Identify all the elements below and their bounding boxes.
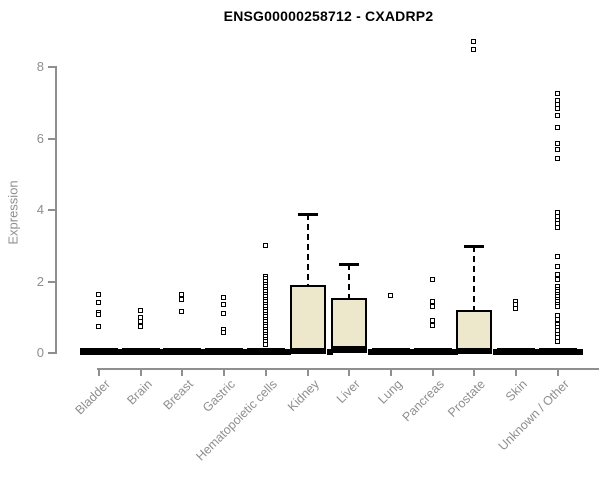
outlier-point [221, 302, 227, 308]
outlier-point [179, 309, 185, 315]
zero-cluster-marker [535, 349, 542, 355]
outlier-point [221, 329, 227, 335]
outlier-point [471, 39, 477, 45]
zero-bar [163, 348, 202, 355]
zero-cluster-marker [284, 349, 291, 355]
outlier-point [429, 318, 435, 324]
y-tick-label: 4 [36, 202, 44, 217]
zero-cluster-marker [576, 349, 583, 355]
outlier-point [96, 300, 101, 306]
outlier-point [554, 91, 560, 97]
median-line [331, 346, 368, 353]
x-tick [139, 368, 142, 376]
whisker-cap [464, 244, 485, 248]
outlier-point [96, 311, 101, 317]
zero-bar [80, 348, 118, 355]
outlier-point [96, 323, 101, 329]
zero-cluster-marker [493, 349, 500, 355]
x-tick [98, 368, 100, 376]
outlier-point [554, 339, 560, 345]
box [289, 285, 326, 353]
whisker [306, 213, 309, 286]
outlier-point [471, 46, 477, 52]
outlier-point [554, 225, 560, 231]
zero-cluster-marker [243, 349, 250, 355]
whisker-cap [297, 212, 318, 216]
outlier-point [554, 155, 560, 161]
y-tick-label: 6 [36, 130, 44, 146]
outlier-point [554, 112, 560, 118]
zero-cluster-marker [201, 349, 208, 355]
x-tick [556, 368, 559, 376]
zero-bar [205, 348, 244, 355]
zero-bar [497, 348, 536, 355]
outlier-point [179, 291, 185, 297]
whisker [473, 245, 476, 311]
zero-cluster-marker [326, 349, 333, 355]
outlier-point [137, 319, 143, 325]
whisker [348, 263, 351, 298]
median-line [289, 348, 326, 355]
outlier-point [221, 295, 227, 301]
x-axis-line [97, 368, 599, 370]
x-tick [473, 368, 476, 376]
y-tick [48, 209, 56, 211]
zero-cluster-marker [118, 349, 124, 355]
outlier-point [554, 263, 560, 269]
x-tick [348, 368, 351, 376]
x-tick [306, 368, 309, 376]
outlier-point [221, 311, 227, 317]
outlier-point [262, 341, 268, 347]
outlier-point [554, 125, 560, 131]
outlier-point [262, 243, 268, 249]
x-tick [223, 368, 226, 376]
outlier-point [554, 304, 560, 310]
y-tick [48, 280, 56, 283]
median-line [456, 348, 493, 355]
outlier-point [429, 277, 435, 283]
zero-bar [372, 348, 411, 355]
outlier-point [96, 291, 101, 297]
zero-bar [121, 348, 160, 355]
outlier-point [554, 277, 560, 283]
zero-cluster-marker [410, 349, 417, 355]
outlier-point [137, 307, 143, 313]
y-tick-label: 0 [36, 345, 44, 360]
outlier-point [137, 323, 143, 329]
y-tick-label: 8 [36, 59, 44, 74]
y-tick-label: 2 [36, 273, 44, 289]
chart-title: ENSG00000258712 - CXADRP2 [223, 8, 434, 24]
zero-cluster-marker [159, 349, 166, 355]
x-tick [431, 368, 434, 376]
y-axis-line [55, 66, 57, 354]
box [331, 297, 368, 353]
outlier-point [554, 316, 560, 322]
y-tick [48, 352, 56, 354]
outlier-point [554, 146, 560, 152]
zero-bar [538, 348, 577, 355]
outlier-point [554, 271, 560, 277]
zero-cluster-marker [368, 349, 375, 355]
outlier-point [429, 323, 435, 329]
box [456, 310, 493, 353]
x-tick [390, 368, 393, 376]
y-tick [48, 137, 56, 140]
zero-bar [246, 348, 285, 355]
outlier-point [179, 296, 185, 302]
outlier-point [513, 305, 519, 311]
x-tick [181, 368, 184, 376]
outlier-point [429, 298, 435, 304]
zero-bar [413, 348, 452, 355]
y-tick [48, 66, 56, 68]
zero-cluster-marker [451, 349, 458, 355]
outlier-point [388, 293, 394, 299]
outlier-point [554, 105, 560, 111]
x-tick [264, 368, 267, 376]
whisker-cap [339, 262, 360, 266]
outlier-point [554, 253, 560, 259]
x-tick [515, 368, 518, 376]
outlier-point [554, 141, 560, 147]
outlier-point [429, 304, 435, 310]
